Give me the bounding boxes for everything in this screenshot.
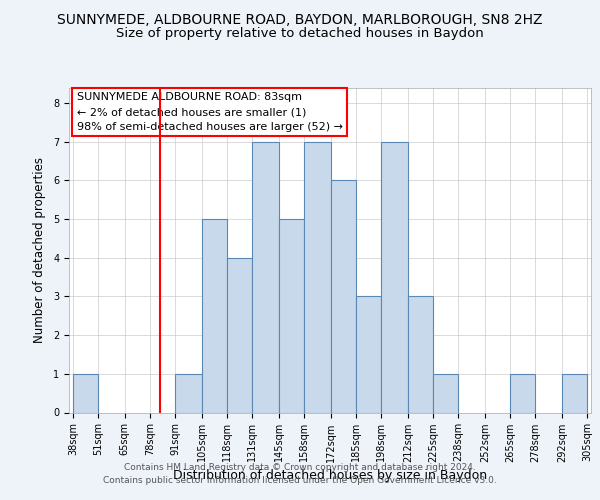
Bar [408,296,433,412]
Bar [331,180,356,412]
Y-axis label: Number of detached properties: Number of detached properties [33,157,46,343]
Bar [304,142,331,412]
Text: Contains public sector information licensed under the Open Government Licence v3: Contains public sector information licen… [103,476,497,485]
Bar [356,296,381,412]
Bar [73,374,98,412]
Bar [510,374,535,412]
Bar [279,219,304,412]
Bar [562,374,587,412]
Bar [381,142,408,412]
Bar [175,374,202,412]
Bar [227,258,252,412]
Text: Size of property relative to detached houses in Baydon: Size of property relative to detached ho… [116,28,484,40]
Text: Contains HM Land Registry data © Crown copyright and database right 2024.: Contains HM Land Registry data © Crown c… [124,464,476,472]
Text: SUNNYMEDE, ALDBOURNE ROAD, BAYDON, MARLBOROUGH, SN8 2HZ: SUNNYMEDE, ALDBOURNE ROAD, BAYDON, MARLB… [57,12,543,26]
Bar [433,374,458,412]
Text: SUNNYMEDE ALDBOURNE ROAD: 83sqm
← 2% of detached houses are smaller (1)
98% of s: SUNNYMEDE ALDBOURNE ROAD: 83sqm ← 2% of … [77,92,343,132]
Bar [202,219,227,412]
Bar [252,142,279,412]
X-axis label: Distribution of detached houses by size in Baydon: Distribution of detached houses by size … [173,468,487,481]
